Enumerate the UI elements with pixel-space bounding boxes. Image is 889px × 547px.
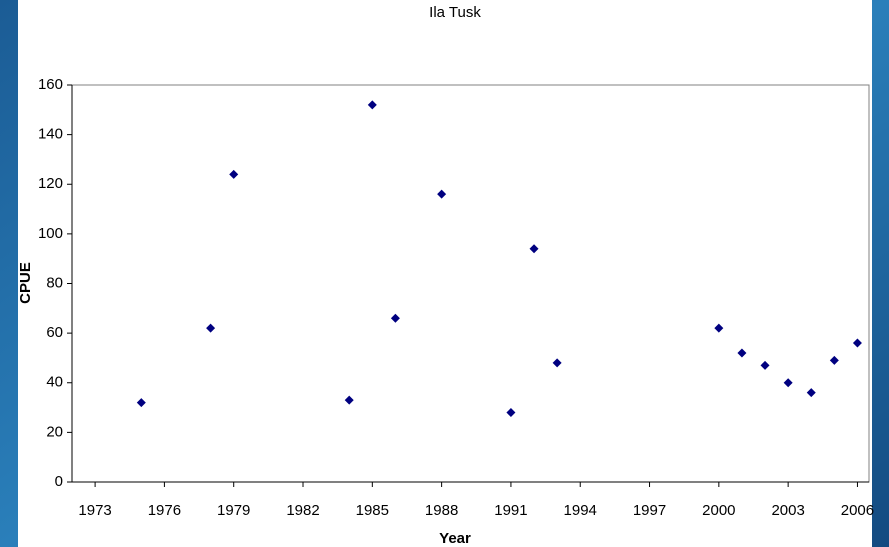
x-tick-label: 1997 bbox=[633, 502, 666, 519]
x-tick-label: 1985 bbox=[356, 502, 389, 519]
point bbox=[552, 358, 562, 368]
y-tick-label: 20 bbox=[46, 423, 63, 440]
x-tick-label: 1994 bbox=[564, 502, 597, 519]
x-tick-label: 1976 bbox=[148, 502, 181, 519]
point bbox=[760, 360, 770, 370]
x-tick-label: 1979 bbox=[217, 502, 250, 519]
y-tick-label: 40 bbox=[46, 374, 63, 391]
x-tick-label: 1982 bbox=[286, 502, 319, 519]
point bbox=[829, 355, 839, 365]
point bbox=[390, 313, 400, 323]
x-tick-label: 1988 bbox=[425, 502, 458, 519]
point bbox=[506, 408, 516, 418]
y-tick-label: 140 bbox=[38, 126, 63, 143]
point bbox=[229, 169, 239, 179]
y-axis-title: CPUE bbox=[17, 262, 34, 304]
y-tick-label: 60 bbox=[46, 324, 63, 341]
point bbox=[852, 338, 862, 348]
point bbox=[344, 395, 354, 405]
y-tick-label: 80 bbox=[46, 274, 63, 291]
chart-title: Ila Tusk bbox=[429, 4, 481, 21]
point bbox=[529, 244, 539, 254]
point bbox=[367, 100, 377, 110]
point bbox=[714, 323, 724, 333]
y-tick-label: 0 bbox=[55, 473, 63, 490]
y-tick-label: 100 bbox=[38, 225, 63, 242]
x-axis-title: Year bbox=[439, 530, 471, 547]
x-tick-label: 1991 bbox=[494, 502, 527, 519]
x-tick-label: 2003 bbox=[771, 502, 804, 519]
x-tick-label: 2006 bbox=[841, 502, 874, 519]
x-tick-label: 2000 bbox=[702, 502, 735, 519]
x-tick-label: 1973 bbox=[78, 502, 111, 519]
chart-panel bbox=[18, 0, 872, 547]
point bbox=[136, 398, 146, 408]
point bbox=[783, 378, 793, 388]
point bbox=[806, 388, 816, 398]
point bbox=[206, 323, 216, 333]
y-tick-label: 120 bbox=[38, 175, 63, 192]
y-tick-label: 160 bbox=[38, 76, 63, 93]
point bbox=[437, 189, 447, 199]
point bbox=[737, 348, 747, 358]
